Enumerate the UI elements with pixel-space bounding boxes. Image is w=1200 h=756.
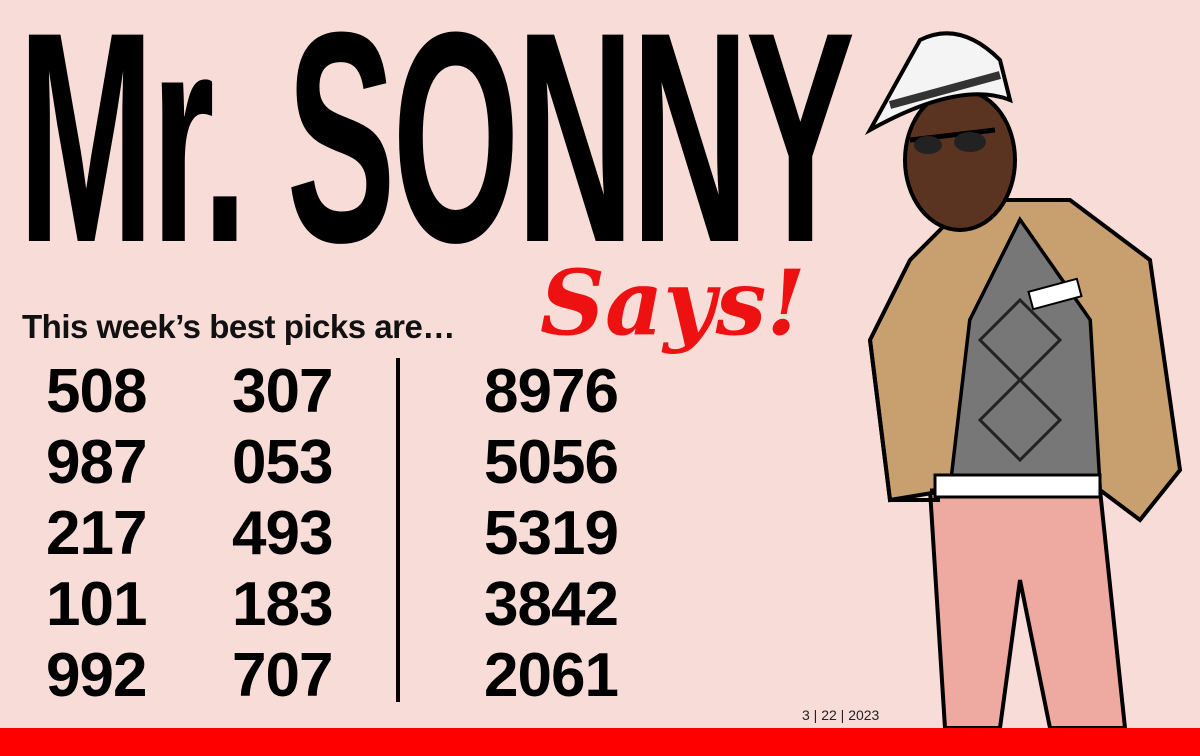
pick-number: 493 — [232, 499, 333, 568]
pick-number: 707 — [232, 641, 333, 710]
title: Mr. SONNY — [18, 0, 855, 305]
mr-sonny-illustration — [864, 31, 1183, 730]
pick-number: 987 — [46, 428, 147, 497]
pick-number: 3842 — [484, 570, 619, 639]
says-script: Says! — [540, 250, 806, 356]
pick-number: 307 — [232, 357, 333, 426]
subtitle: This week’s best picks are… — [22, 308, 455, 345]
pick-number: 217 — [46, 499, 147, 568]
pick-number: 2061 — [484, 641, 619, 710]
pick-number: 992 — [46, 641, 147, 710]
picks-column-4digit: 8976 5056 5319 3842 2061 — [484, 356, 619, 711]
pick-number: 183 — [232, 570, 333, 639]
pick-number: 508 — [46, 357, 147, 426]
pick-number: 8976 — [484, 357, 619, 426]
pick-number: 101 — [46, 570, 147, 639]
date: 3 | 22 | 2023 — [802, 707, 880, 723]
pick-number: 053 — [232, 428, 333, 497]
pick-number: 5056 — [484, 428, 619, 497]
picks-column-2: 307 053 493 183 707 — [232, 356, 333, 711]
bottom-red-bar — [0, 728, 1200, 756]
picks-column-1: 508 987 217 101 992 — [46, 356, 147, 711]
pick-number: 5319 — [484, 499, 619, 568]
column-divider — [396, 358, 400, 702]
